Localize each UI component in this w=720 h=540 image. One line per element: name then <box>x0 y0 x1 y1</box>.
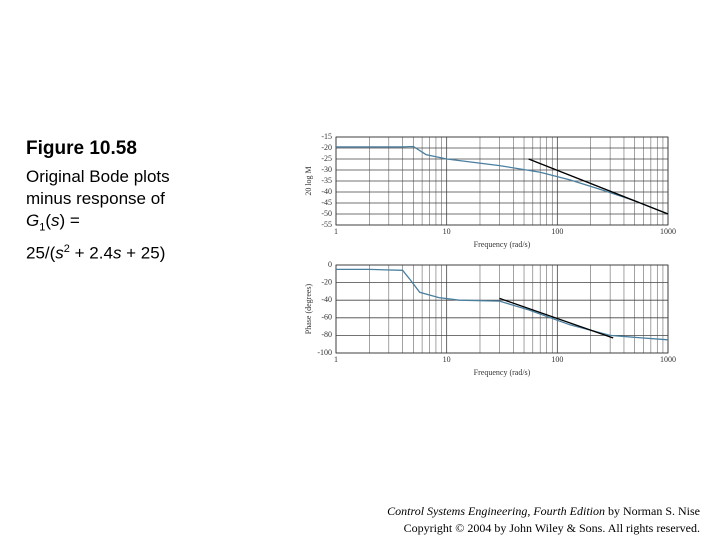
f: 2 <box>63 243 70 256</box>
y-tick-label: 0 <box>328 260 332 269</box>
y-axis-label: Phase (degrees) <box>304 283 313 334</box>
formula: 25/(s2 + 2.4s + 25) <box>26 238 216 265</box>
formula: G1(s) = <box>26 210 216 238</box>
caption-block: Figure 10.58 Original Bode plots minus r… <box>26 138 216 265</box>
y-tick-label: -60 <box>321 313 332 322</box>
y-tick-label: -20 <box>321 143 332 152</box>
y-tick-label: -55 <box>321 220 332 229</box>
x-tick-label: 1000 <box>660 227 676 236</box>
y-tick-label: -15 <box>321 132 332 141</box>
y-tick-label: -25 <box>321 154 332 163</box>
x-tick-label: 1 <box>334 227 338 236</box>
y-tick-label: -50 <box>321 209 332 218</box>
series-line <box>336 145 669 215</box>
f: + 25) <box>121 244 166 264</box>
y-tick-label: -40 <box>321 187 332 196</box>
copyright: Copyright © 2004 by John Wiley & Sons. A… <box>403 521 700 535</box>
f: s <box>55 244 64 264</box>
f: + 2.4 <box>69 244 113 264</box>
x-tick-label: 100 <box>551 355 563 364</box>
y-axis-label: 20 log M <box>304 166 313 195</box>
x-tick-label: 100 <box>551 227 563 236</box>
f: ) = <box>59 211 80 230</box>
x-axis-label: Frequency (rad/s) <box>474 368 531 377</box>
y-tick-label: -20 <box>321 277 332 286</box>
x-tick-label: 10 <box>443 227 451 236</box>
f: ( <box>45 211 52 230</box>
f: G <box>26 211 40 230</box>
caption: Original Bode plots minus response of <box>26 167 170 208</box>
series-line <box>499 297 614 339</box>
y-tick-label: -40 <box>321 295 332 304</box>
y-tick-label: -45 <box>321 198 332 207</box>
x-tick-label: 1000 <box>660 355 676 364</box>
author: by Norman S. Nise <box>605 504 700 518</box>
f: 25/( <box>26 244 56 264</box>
y-tick-label: -30 <box>321 165 332 174</box>
plot-frame <box>335 136 669 226</box>
book: Control Systems Engineering, Fourth Edit… <box>387 504 605 518</box>
x-tick-label: 1 <box>334 355 338 364</box>
y-tick-label: -80 <box>321 330 332 339</box>
x-tick-label: 10 <box>443 355 451 364</box>
series-line <box>528 158 669 215</box>
plot-frame <box>335 264 669 354</box>
x-axis-label: Frequency (rad/s) <box>474 240 531 249</box>
footer: Control Systems Engineering, Fourth Edit… <box>387 503 700 537</box>
f: 1 <box>39 221 46 234</box>
series-line <box>336 268 669 341</box>
y-tick-label: -100 <box>317 348 332 357</box>
f: s <box>51 211 60 230</box>
y-tick-label: -35 <box>321 176 332 185</box>
f: s <box>112 244 122 264</box>
figure-title: Figure 10.58 <box>26 138 137 159</box>
